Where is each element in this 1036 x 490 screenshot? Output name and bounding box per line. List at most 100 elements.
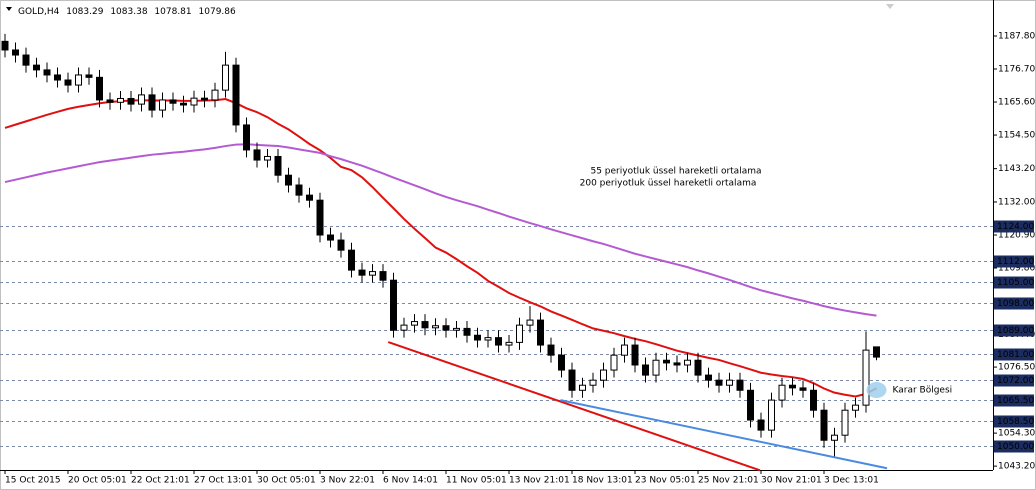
candle-body <box>841 409 849 436</box>
plot: Karar Bölgesi <box>1 33 953 472</box>
moving-average <box>4 143 877 317</box>
candle-body <box>453 327 460 331</box>
level-box <box>994 440 1034 453</box>
candle-body <box>505 341 513 346</box>
candle-body <box>1 40 9 51</box>
candle-body <box>516 324 523 343</box>
candle-body <box>463 327 471 336</box>
x-tick-label: 30 Nov 21:01 <box>761 476 822 486</box>
legend-entry: 200 periyotluk üssel hareketli ortalama <box>580 179 757 189</box>
level-box <box>994 276 1034 289</box>
candle-body <box>705 374 712 381</box>
candle-body <box>43 69 51 76</box>
candle-body <box>421 321 429 329</box>
candle-body <box>652 359 660 376</box>
level-label: 1081.00 <box>997 350 1034 360</box>
y-tick-label: 1176.70 <box>998 65 1035 75</box>
candle-body <box>526 319 534 326</box>
zone-label: Karar Bölgesi <box>893 385 953 395</box>
corner-arrow <box>886 4 894 9</box>
candle-body <box>568 369 576 391</box>
candle-body <box>358 269 366 276</box>
candle-body <box>820 409 828 441</box>
candle-body <box>75 74 82 86</box>
level-box <box>994 220 1034 233</box>
candle-body <box>306 194 313 201</box>
symbol: GOLD,H4 <box>18 7 60 17</box>
x-tick-label: 11 Nov 05:01 <box>446 476 507 486</box>
level-box <box>994 415 1034 428</box>
high-value: 1083.38 <box>110 7 147 17</box>
candle-body <box>295 184 303 196</box>
candle-body <box>747 389 754 421</box>
level-box <box>994 394 1034 407</box>
candle-body <box>390 279 397 331</box>
x-tick-label: 6 Nov 14:01 <box>383 476 438 486</box>
candle-body <box>547 344 555 356</box>
candle-body <box>337 239 345 251</box>
candle-body <box>768 399 775 431</box>
trendline <box>387 341 761 472</box>
y-tick-label: 1109.80 <box>998 264 1035 274</box>
y-tick-label: 1154.50 <box>998 131 1035 141</box>
candle-body <box>663 359 670 364</box>
candle-body <box>621 344 628 356</box>
trendline <box>560 399 888 470</box>
menu-arrow <box>6 7 12 11</box>
candle-body <box>85 74 93 78</box>
candle-body <box>411 321 418 326</box>
level-label: 1112.00 <box>997 257 1034 267</box>
close-value: 1079.86 <box>199 7 236 17</box>
candle-body <box>579 384 586 391</box>
candle-body <box>852 404 859 411</box>
candle-body <box>862 349 870 406</box>
candle-body <box>484 337 492 341</box>
candle-body <box>64 79 72 86</box>
candle-body <box>610 354 618 371</box>
level-label: 1098.00 <box>997 299 1034 309</box>
candle-body <box>694 359 702 376</box>
x-tick-label: 13 Nov 21:01 <box>509 476 570 486</box>
candle-body <box>600 369 607 381</box>
candle-body <box>285 174 292 186</box>
candle-body <box>327 234 334 241</box>
candle-body <box>684 359 691 366</box>
x-tick-label: 25 Nov 21:01 <box>698 476 759 486</box>
candle-body <box>33 64 40 71</box>
candle-body <box>789 384 796 389</box>
x-tick-label: 15 Oct 2015 <box>5 476 61 486</box>
x-tick-label: 3 Nov 22:01 <box>320 476 375 486</box>
x-tick-label: 20 Oct 05:01 <box>68 476 127 486</box>
level-box <box>994 255 1034 268</box>
candle-body <box>631 344 639 366</box>
candle-body <box>589 379 597 386</box>
candle-body <box>400 324 408 331</box>
y-tick-label: 1165.60 <box>998 98 1035 108</box>
candle-body <box>253 149 261 161</box>
candle-body <box>715 379 723 386</box>
level-label: 1065.50 <box>997 396 1034 406</box>
candle-body <box>117 97 124 103</box>
level-box <box>994 324 1034 337</box>
y-tick-label: 1187.80 <box>998 31 1035 41</box>
candle-body <box>243 124 250 151</box>
level-label: 1105.00 <box>997 278 1034 288</box>
candle-body <box>642 364 649 376</box>
candle-body <box>201 97 208 101</box>
decision-zone <box>866 381 887 398</box>
candle-body <box>778 384 786 401</box>
candle-body <box>22 54 30 66</box>
level-label: 1050.00 <box>997 442 1034 452</box>
candle-body <box>54 74 61 81</box>
candle-body <box>190 97 198 106</box>
candle-body <box>106 99 114 103</box>
header: GOLD,H4 1083.29 1083.38 1078.81 1079.86 <box>18 7 236 17</box>
candle-body <box>369 271 376 276</box>
candle-body <box>222 64 229 91</box>
level-label: 1089.00 <box>997 326 1034 336</box>
y-tick-label: 1120.90 <box>998 231 1035 241</box>
y-tick-label: 1132.00 <box>998 197 1035 207</box>
candle-body <box>348 249 355 271</box>
